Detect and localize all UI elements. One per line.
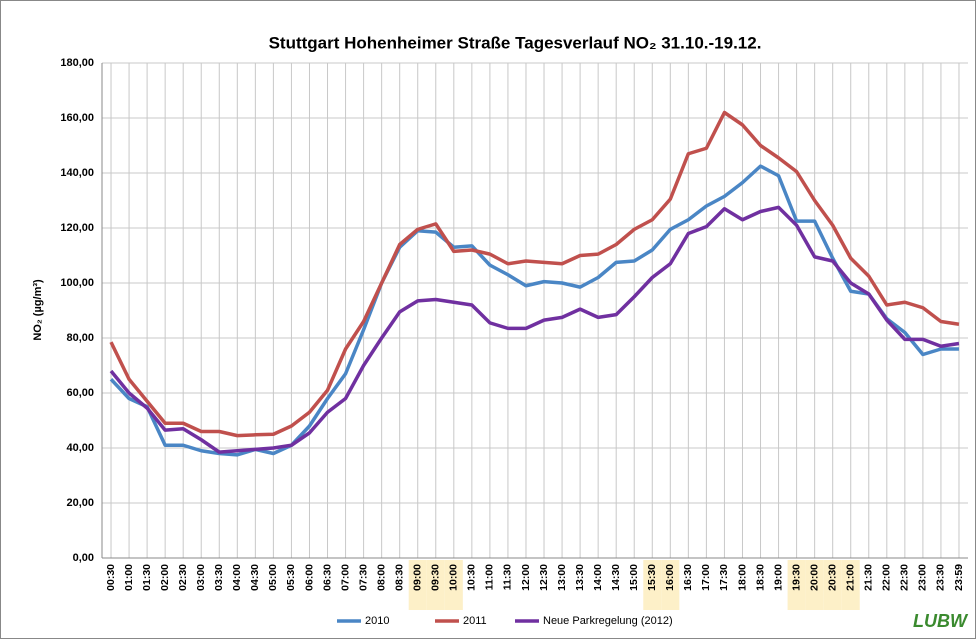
y-tick-label: 180,00 [60, 57, 94, 69]
x-tick-label: 03:30 [213, 564, 225, 591]
x-tick-label: 11:00 [484, 564, 496, 590]
x-tick-label: 20:30 [826, 564, 838, 591]
x-tick-label: 08:30 [393, 564, 405, 591]
x-tick-label: 09:30 [430, 564, 442, 591]
x-tick-label: 23:59 [953, 564, 965, 591]
category-highlight [823, 560, 842, 610]
category-highlight [426, 560, 445, 610]
legend-label: 2011 [463, 615, 487, 627]
x-tick-label: 12:30 [538, 564, 550, 591]
category-highlight [787, 560, 806, 610]
x-tick-label: 01:00 [123, 564, 135, 591]
x-tick-label: 15:00 [628, 564, 640, 591]
x-tick-label: 20:00 [808, 564, 820, 591]
category-highlight [408, 560, 427, 610]
x-tick-label: 03:00 [195, 564, 207, 591]
x-tick-label: 19:30 [790, 564, 802, 591]
series-line [109, 110, 960, 438]
x-tick-label: 22:30 [899, 564, 911, 591]
x-tick-label: 06:30 [321, 564, 333, 591]
x-tick-label: 23:00 [917, 564, 929, 591]
x-tick-label: 19:00 [772, 564, 784, 591]
x-tick-label: 05:00 [267, 564, 279, 591]
x-tick-label: 16:30 [682, 564, 694, 591]
x-tick-label: 21:30 [863, 564, 875, 591]
x-tick-label: 06:00 [303, 564, 315, 591]
x-tick-label: 07:30 [357, 564, 369, 591]
y-axis-label: NO₂ (µg/m³) [32, 279, 44, 341]
x-tick-label: 15:30 [646, 564, 658, 591]
x-tick-label: 16:00 [664, 564, 676, 591]
x-tick-label: 21:00 [845, 564, 857, 591]
x-tick-label: 10:00 [448, 564, 460, 591]
x-tick-label: 02:30 [177, 564, 189, 591]
category-highlight [643, 560, 662, 610]
x-tick-label: 13:30 [574, 564, 586, 591]
y-tick-label: 140,00 [60, 167, 94, 179]
x-tick-label: 00:30 [105, 564, 117, 591]
category-highlight [444, 560, 463, 610]
x-tick-label: 05:30 [285, 564, 297, 591]
x-tick-label: 04:00 [231, 564, 243, 591]
x-tick-label: 17:30 [718, 564, 730, 591]
x-tick-label: 23:30 [935, 564, 947, 591]
x-tick-label: 14:00 [592, 564, 604, 591]
x-tick-label: 18:30 [754, 564, 766, 591]
y-tick-label: 100,00 [60, 277, 94, 289]
x-tick-label: 07:00 [339, 564, 351, 591]
x-tick-label: 12:00 [520, 564, 532, 591]
series-line [109, 205, 960, 454]
y-tick-label: 40,00 [66, 442, 94, 454]
category-highlight [661, 560, 680, 610]
y-tick-label: 0,00 [73, 552, 94, 564]
y-tick-label: 160,00 [60, 112, 94, 124]
x-tick-label: 17:00 [700, 564, 712, 591]
x-tick-label: 10:30 [466, 564, 478, 591]
x-tick-label: 01:30 [141, 564, 153, 591]
x-tick-label: 18:00 [736, 564, 748, 591]
chart-title: Stuttgart Hohenheimer Straße Tagesverlau… [269, 33, 762, 52]
y-tick-label: 20,00 [66, 497, 94, 509]
x-tick-label: 22:00 [881, 564, 893, 591]
legend-label: 2010 [365, 615, 389, 627]
legend-label: Neue Parkregelung (2012) [543, 615, 673, 627]
y-tick-label: 60,00 [66, 387, 94, 399]
x-tick-label: 13:00 [556, 564, 568, 591]
x-tick-label: 11:30 [502, 564, 514, 590]
x-tick-label: 08:00 [375, 564, 387, 591]
x-tick-label: 09:00 [412, 564, 424, 591]
x-tick-label: 04:30 [249, 564, 261, 591]
y-tick-label: 80,00 [66, 332, 94, 344]
x-tick-label: 02:00 [159, 564, 171, 591]
y-tick-label: 120,00 [60, 222, 94, 234]
x-tick-label: 14:30 [610, 564, 622, 591]
category-highlight [841, 560, 860, 610]
logo: LUBW [913, 611, 969, 631]
category-highlight [805, 560, 824, 610]
